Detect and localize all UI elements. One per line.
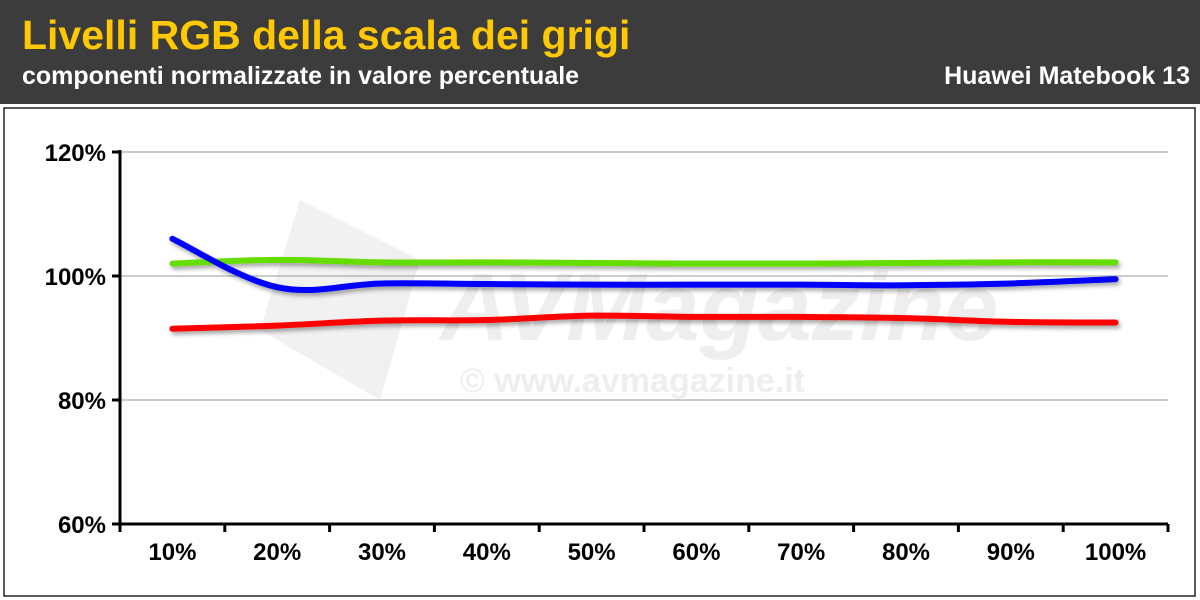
watermark-url-text: © www.avmagazine.it xyxy=(460,362,805,400)
x-tick-label: 60% xyxy=(672,539,720,566)
x-tick-labels: 10% 20% 30% 40% 50% 60% 70% 80% 90% 100% xyxy=(148,539,1146,566)
x-tick-label: 100% xyxy=(1085,539,1146,566)
x-tick-label: 30% xyxy=(358,539,406,566)
y-tick-label: 80% xyxy=(58,388,106,415)
y-tick-label: 60% xyxy=(58,512,106,539)
x-tick-label: 40% xyxy=(463,539,511,566)
y-tick-label: 100% xyxy=(45,264,106,291)
device-name: Huawei Matebook 13 xyxy=(944,62,1190,90)
axes xyxy=(112,150,1170,532)
x-tick-label: 50% xyxy=(568,539,616,566)
watermark: AVMagazine © www.avmagazine.it xyxy=(260,200,998,400)
x-tick-label: 10% xyxy=(148,539,196,566)
plot-frame xyxy=(3,107,1196,597)
chart-header: Livelli RGB della scala dei grigi compon… xyxy=(0,0,1200,104)
x-tick-label: 90% xyxy=(987,539,1035,566)
series-line-2 xyxy=(169,312,1119,332)
series-lines xyxy=(169,235,1119,332)
chart-subtitle: componenti normalizzate in valore percen… xyxy=(22,62,580,90)
x-tick-label: 70% xyxy=(777,539,825,566)
y-tick-label: 120% xyxy=(45,140,106,167)
watermark-logo-icon xyxy=(260,200,420,400)
watermark-logo-text: AVMagazine xyxy=(438,254,998,361)
chart-title: Livelli RGB della scala dei grigi xyxy=(22,12,631,58)
grid-lines xyxy=(120,151,1168,401)
y-tick-labels: 60% 80% 100% 120% xyxy=(45,140,106,539)
x-tick-label: 20% xyxy=(253,539,301,566)
x-tick-label: 80% xyxy=(882,539,930,566)
series-line-1 xyxy=(169,235,1119,294)
series-line-0 xyxy=(169,256,1119,267)
